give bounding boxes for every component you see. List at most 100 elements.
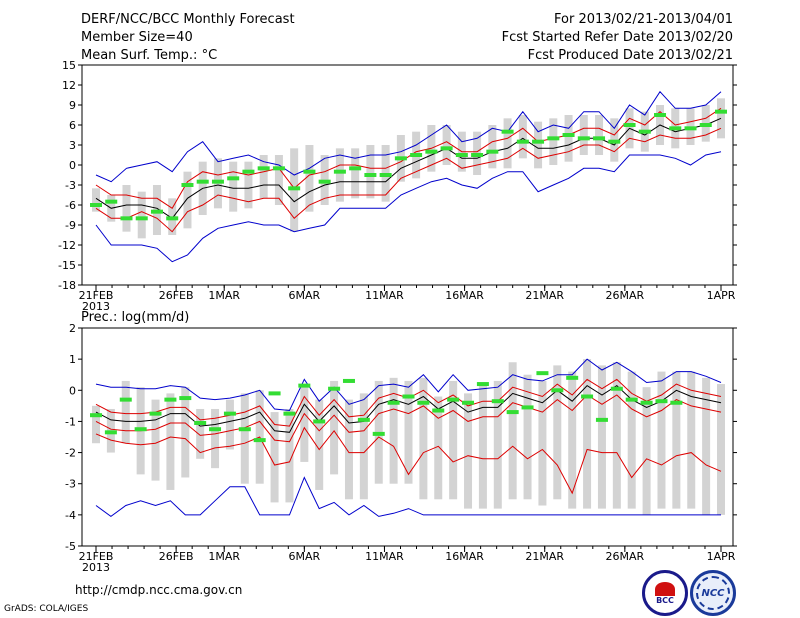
- prec-box: [657, 371, 666, 509]
- temp-box: [549, 118, 558, 165]
- prec-ytick-label: 1: [69, 353, 76, 366]
- prec-box: [151, 399, 160, 481]
- prec-observed-marker: [179, 396, 192, 401]
- prec-observed-marker: [581, 394, 594, 399]
- prec-line-mean: [95, 384, 722, 433]
- temp-box: [518, 115, 527, 159]
- temp-observed-marker: [471, 153, 484, 157]
- temp-observed-marker: [684, 126, 697, 131]
- prec-observed-marker: [640, 400, 653, 405]
- temp-observed-marker: [303, 169, 316, 174]
- ncc-globe-icon: NCC: [696, 576, 730, 610]
- temp-xtick-label: 11MAR: [365, 289, 404, 302]
- prec-xtick-label: 1APR: [707, 550, 736, 563]
- temp-box: [122, 185, 131, 232]
- prec-observed-marker: [476, 382, 489, 387]
- prec-observed-marker: [506, 410, 519, 415]
- prec-xtick-label: 6MAR: [288, 550, 320, 563]
- produced-date: Fcst Produced Date 2013/02/21: [527, 48, 733, 63]
- prec-observed-marker: [491, 399, 504, 404]
- prec-box: [583, 359, 592, 509]
- prec-observed-marker: [432, 408, 445, 413]
- temp-observed-marker: [547, 136, 560, 141]
- temp-observed-marker: [364, 173, 377, 177]
- prec-box: [538, 380, 547, 506]
- temp-observed-marker: [318, 179, 331, 184]
- temp-observed-marker: [196, 179, 209, 184]
- prec-ytick-label: -4: [65, 509, 76, 522]
- temp-xtick-label: 1MAR: [208, 289, 240, 302]
- prec-box: [434, 396, 443, 500]
- temp-observed-marker: [455, 153, 468, 157]
- prec-box: [568, 371, 577, 509]
- prec-observed-marker: [625, 397, 638, 402]
- prec-observed-marker: [536, 371, 549, 376]
- temp-ytick-label: 12: [62, 79, 76, 92]
- prec-observed-marker: [119, 397, 132, 402]
- prec-line-max: [95, 358, 722, 412]
- temp-observed-marker: [150, 209, 163, 214]
- prec-observed-marker: [90, 413, 102, 418]
- prec-observed-marker: [551, 388, 564, 393]
- temp-observed-marker: [135, 216, 148, 221]
- prec-box: [300, 387, 309, 462]
- temp-box: [259, 155, 268, 199]
- temp-box: [595, 115, 604, 155]
- temp-box: [229, 161, 238, 212]
- prec-box: [389, 377, 398, 484]
- temp-observed-marker: [379, 173, 392, 177]
- prec-observed-marker: [149, 411, 162, 416]
- temp-observed-marker: [394, 156, 407, 161]
- temp-xtick-label: 26FEB: [159, 289, 194, 302]
- temp-ytick-label: -9: [65, 219, 76, 232]
- temp-observed-marker: [105, 199, 118, 204]
- temp-box: [534, 121, 543, 169]
- temp-observed-marker: [516, 139, 529, 144]
- prec-observed-marker: [670, 400, 683, 405]
- prec-observed-marker: [566, 375, 579, 380]
- temp-observed-marker: [638, 129, 651, 134]
- prec-box: [315, 399, 324, 490]
- prec-box: [181, 387, 190, 478]
- temp-observed-marker: [120, 216, 133, 221]
- prec-xtick-label: 11MAR: [365, 550, 404, 563]
- temp-observed-marker: [654, 113, 667, 117]
- temp-xtick-label: 21FEB: [79, 289, 114, 302]
- prec-box: [523, 374, 532, 500]
- prec-observed-marker: [238, 427, 251, 432]
- prec-xtick-label: 16MAR: [445, 550, 484, 563]
- source-url[interactable]: http://cmdp.ncc.cma.gov.cn: [75, 583, 243, 597]
- temp-xtick-label: 1APR: [707, 289, 736, 302]
- temp-observed-marker: [608, 139, 621, 144]
- prec-observed-marker: [655, 399, 668, 404]
- temp-box: [442, 125, 451, 165]
- prec-box: [359, 393, 368, 500]
- prec-box: [553, 365, 562, 500]
- bcc-logo-text: BCC: [656, 595, 674, 605]
- prec-xtick-sublabel: 2013: [82, 561, 110, 574]
- temp-observed-marker: [532, 139, 545, 144]
- temp-xtick-label: 26MAR: [606, 289, 645, 302]
- prec-box: [449, 380, 458, 500]
- prec-ytick-label: -3: [65, 478, 76, 491]
- temp-observed-marker: [242, 169, 255, 174]
- prec-observed-marker: [194, 420, 207, 425]
- prec-box: [612, 362, 621, 509]
- prec-observed-marker: [164, 397, 177, 402]
- temp-ytick-label: 3: [69, 139, 76, 152]
- bcc-emblem-icon: [655, 581, 675, 596]
- prec-box: [121, 380, 130, 444]
- temp-observed-marker: [501, 129, 514, 134]
- prec-box: [225, 399, 234, 450]
- prec-observed-marker: [209, 427, 222, 432]
- prec-box: [493, 380, 502, 509]
- valid-range: For 2013/02/21-2013/04/01: [554, 12, 733, 27]
- temp-ytick-label: 9: [69, 99, 76, 112]
- temp-xtick-label: 21MAR: [525, 289, 564, 302]
- temp-ytick-label: 6: [69, 119, 76, 132]
- prec-line-lower: [95, 394, 722, 443]
- prec-observed-marker: [357, 417, 370, 422]
- prec-box: [464, 393, 473, 509]
